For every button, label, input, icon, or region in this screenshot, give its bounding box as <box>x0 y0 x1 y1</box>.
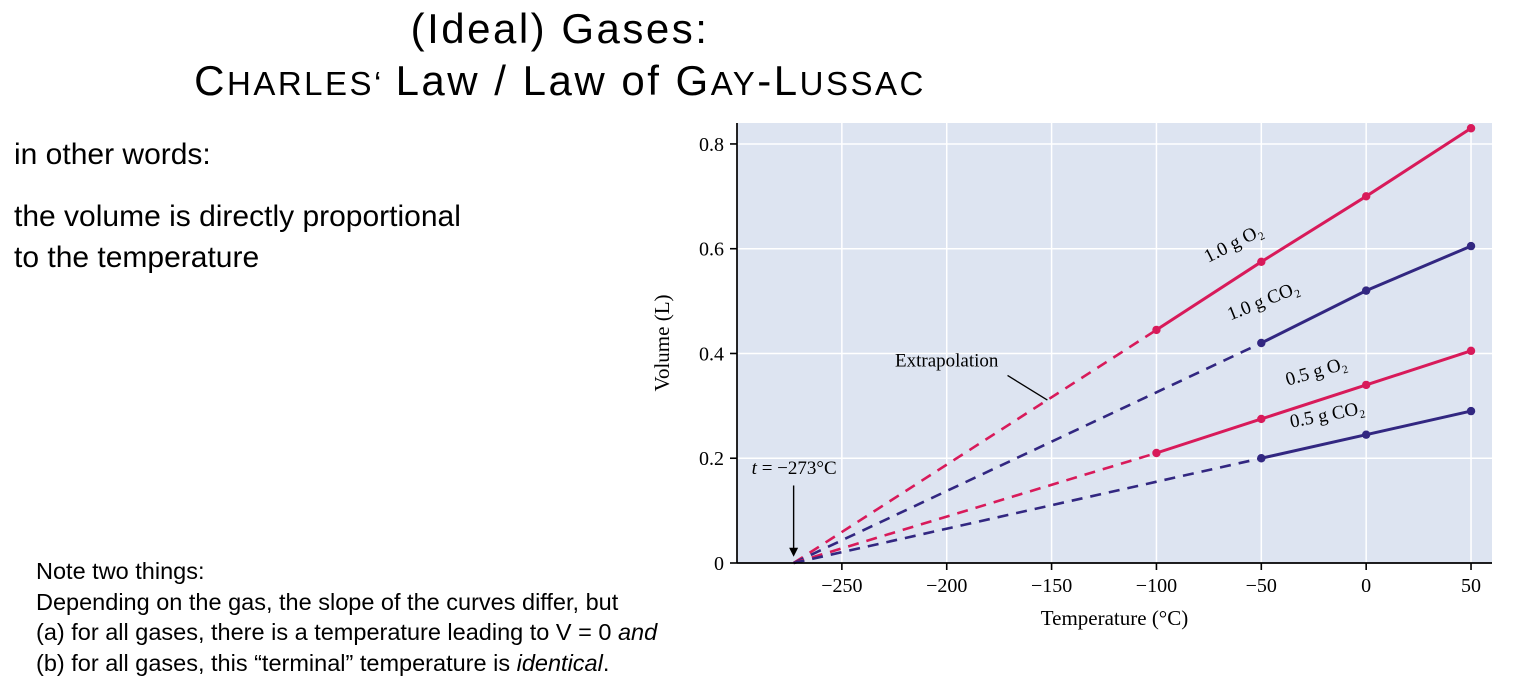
extrapolation-leader-line <box>1007 374 1048 401</box>
text-segment: Law / Law of <box>395 57 676 104</box>
y-tick-label: 0 <box>714 553 724 575</box>
intro-body-line2: to the temperature <box>14 241 260 274</box>
text-segment: AY <box>710 65 758 102</box>
y-tick-label: 0.6 <box>699 239 724 261</box>
series-dashed-extrapolation <box>793 456 1262 565</box>
data-point <box>1257 414 1266 424</box>
x-tick-label: −100 <box>1136 575 1177 597</box>
x-tick-label: 50 <box>1461 575 1481 597</box>
text-segment: identical <box>516 649 603 676</box>
data-point <box>1466 241 1476 251</box>
data-point <box>1466 346 1476 356</box>
extrapolation-label: Extrapolation <box>895 351 999 372</box>
text-segment: HARLES‘ <box>227 65 396 102</box>
data-point <box>1361 286 1371 295</box>
text-segment: G <box>675 57 711 104</box>
note-line-4: (b) for all gases, this “terminal” tempe… <box>36 648 866 679</box>
y-axis-title: Volume (L) <box>650 294 674 391</box>
note-line-1: Note two things: <box>36 556 866 587</box>
data-point <box>1466 124 1476 133</box>
data-point <box>1257 257 1266 267</box>
text-segment: (a) for all gases, there is a temperatur… <box>36 619 618 645</box>
text-segment: USSAC <box>799 65 926 102</box>
series-dashed-extrapolation <box>792 328 1158 565</box>
data-point <box>1466 406 1476 416</box>
y-tick-label: 0.4 <box>699 343 724 365</box>
series-dashed-extrapolation <box>793 341 1262 565</box>
series-dashed-extrapolation <box>793 451 1157 565</box>
data-point <box>1361 430 1371 439</box>
terminal-temp-arrowhead <box>789 547 799 557</box>
slide-title: (Ideal) Gases: CHARLES‘ Law / Law of GAY… <box>0 2 1120 109</box>
text-segment: Depending on the gas, the slope of the c… <box>36 588 619 615</box>
intro-body-line1: the volume is directly proportional <box>14 200 461 233</box>
intro-lead: in other words: <box>14 138 211 171</box>
x-tick-label: −150 <box>1031 575 1072 597</box>
intro-body: the volume is directly proportional to t… <box>14 196 461 278</box>
text-segment: and <box>617 619 658 645</box>
x-tick-label: −200 <box>926 575 967 597</box>
y-tick-label: 0.2 <box>699 448 724 470</box>
terminal-temp-label: t = −273°C <box>752 458 837 479</box>
x-tick-label: 0 <box>1361 575 1371 597</box>
text-segment: . <box>602 649 610 676</box>
series-line <box>1155 349 1472 455</box>
title-line1: (Ideal) Gases: <box>410 5 710 52</box>
title-line2: CHARLES‘ Law / Law of GAY-LUSSAC <box>0 56 1120 109</box>
data-point <box>1152 448 1161 458</box>
text-segment: L <box>773 57 800 104</box>
y-tick-label: 0.8 <box>699 134 724 156</box>
note-line-3: (a) for all gases, there is a temperatur… <box>36 617 866 648</box>
x-axis-title: Temperature (°C) <box>1041 606 1188 630</box>
text-segment: C <box>194 57 227 104</box>
chart-region: 1.0 g O₂ 1.0 g CO₂ 0.5 g O₂ 0.5 g CO₂ −250 −2… <box>645 108 1515 665</box>
x-tick-label: −50 <box>1246 575 1277 597</box>
data-point <box>1257 338 1266 348</box>
x-tick-label: −250 <box>821 575 862 597</box>
data-point <box>1152 325 1161 335</box>
data-point <box>1361 380 1371 390</box>
data-point <box>1257 454 1266 463</box>
note-block: Note two things: Depending on the gas, t… <box>36 556 866 678</box>
text-segment: - <box>757 57 774 104</box>
text-segment: (b) for all gases, this “terminal” tempe… <box>36 649 517 676</box>
note-line-2: Depending on the gas, the slope of the c… <box>36 587 866 618</box>
data-point <box>1361 192 1371 201</box>
text-segment: Note two things: <box>36 558 205 584</box>
series-line <box>1155 126 1472 332</box>
